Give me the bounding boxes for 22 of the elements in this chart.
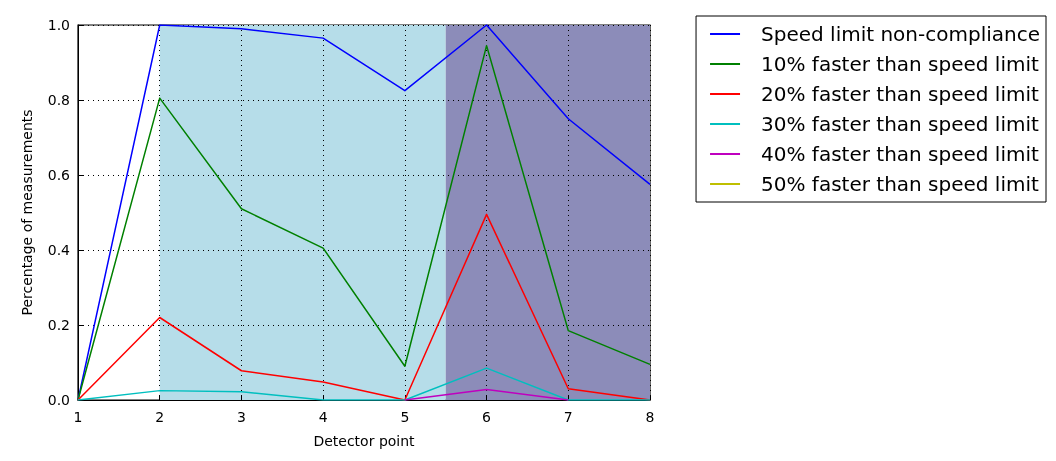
legend-label: 30% faster than speed limit: [761, 112, 1040, 136]
y-axis-title: Percentage of measurements: [19, 109, 35, 316]
x-axis-title: Detector point: [313, 433, 416, 449]
x-tick-label: 1: [73, 409, 83, 425]
legend-label: 50% faster than speed limit: [761, 172, 1040, 196]
legend-label: Speed limit non-compliance: [761, 22, 1040, 46]
y-tick-label: 0.2: [47, 317, 70, 333]
y-tick-label: 1.0: [47, 17, 70, 33]
x-tick-label: 7: [563, 409, 573, 425]
y-tick-label: 0.6: [47, 167, 71, 183]
x-tick-label: 4: [318, 409, 328, 425]
x-tick-label: 5: [400, 409, 410, 425]
x-tick-label: 8: [645, 409, 655, 425]
x-tick-label: 3: [236, 409, 246, 425]
legend-label: 20% faster than speed limit: [761, 82, 1040, 106]
y-tick-label: 0.8: [47, 92, 70, 108]
legend-label: 40% faster than speed limit: [761, 142, 1040, 166]
y-tick-label: 0.0: [47, 392, 70, 408]
y-tick-label: 0.4: [47, 242, 71, 258]
x-tick-label: 6: [482, 409, 492, 425]
legend-label: 10% faster than speed limit: [761, 52, 1040, 76]
x-tick-label: 2: [155, 409, 165, 425]
